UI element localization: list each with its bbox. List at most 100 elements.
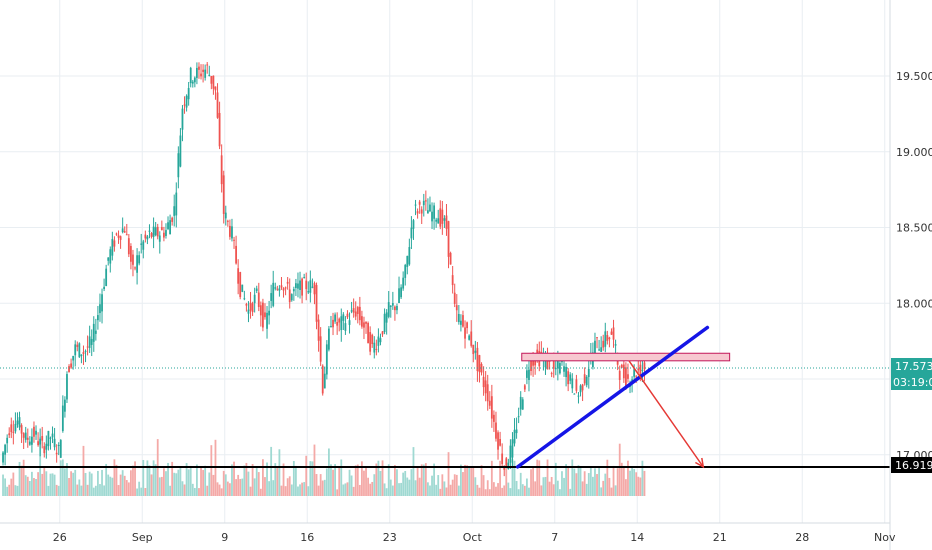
candle-body (600, 347, 603, 352)
volume-bar (280, 485, 283, 496)
candle-body (435, 219, 438, 222)
candle-body (497, 432, 499, 450)
volume-bar (97, 470, 99, 496)
candle-body (414, 204, 417, 206)
candle-body (519, 396, 522, 410)
candle-body (167, 222, 169, 229)
candle-body (614, 344, 617, 346)
candle-body (513, 429, 516, 444)
volume-bar (270, 446, 273, 496)
volume-bar (239, 478, 242, 496)
volume-bar (247, 471, 250, 496)
candle-body (424, 200, 427, 202)
candle-body (115, 233, 118, 235)
candle-body (503, 466, 506, 470)
volume-bar (8, 484, 11, 496)
volume-bar (404, 470, 407, 496)
candle-body (583, 374, 586, 384)
volume-bar (99, 484, 101, 496)
volume-bar (622, 465, 625, 496)
volume-bar (64, 468, 66, 496)
x-tick-label: 21 (713, 531, 727, 544)
volume-bar (594, 468, 596, 496)
candle-body (602, 340, 605, 348)
volume-bar (451, 479, 454, 496)
candle-body (387, 302, 390, 317)
candle-body (173, 206, 176, 216)
volume-bar (598, 466, 600, 496)
volume-bar (460, 464, 462, 496)
candle-body (2, 452, 4, 463)
volume-bar (92, 487, 95, 496)
candle-body (511, 439, 514, 458)
candle-body (239, 272, 242, 298)
candle-body (187, 87, 190, 100)
candle-body (119, 236, 122, 240)
volume-bar (338, 468, 341, 496)
volume-bar (181, 481, 184, 496)
x-tick-label: 26 (53, 531, 67, 544)
candle-body (478, 355, 481, 373)
volume-bar (84, 472, 87, 496)
candle-body (99, 304, 101, 314)
candle-body (8, 433, 11, 436)
drawings[interactable] (0, 325, 890, 469)
volume-bar (517, 489, 520, 496)
volume-bar (354, 465, 357, 496)
volume-bar (286, 478, 289, 496)
volume-bar (111, 477, 114, 496)
x-tick-label: Nov (874, 531, 896, 544)
volume-bar (251, 464, 254, 496)
y-tick-label: 19.500 (896, 70, 932, 83)
candle-body (581, 384, 584, 391)
volume-bar (519, 472, 522, 496)
volume-bar (284, 486, 287, 496)
candle-body (39, 438, 42, 445)
candle-body (121, 228, 124, 233)
volume-bar (249, 486, 252, 496)
volume-bar (154, 464, 157, 496)
volume-bar (334, 464, 336, 496)
candle-body (443, 218, 446, 221)
candle-body (383, 313, 386, 333)
countdown-label: 03:19:07 (893, 376, 932, 389)
candle-body (57, 445, 60, 447)
projection-arrow-line (628, 360, 704, 468)
candle-body (464, 327, 466, 339)
candle-body (229, 225, 231, 237)
candle-body (175, 192, 178, 216)
volume-bar (433, 463, 435, 496)
volume-bar (534, 481, 537, 496)
volume-bar (530, 469, 532, 496)
candle-body (220, 155, 223, 185)
volume-bar (175, 473, 178, 496)
trendline (515, 325, 710, 469)
time-axis[interactable]: 26 Sep 9 16 23 Oct 7 14 21 28 Nov (53, 531, 896, 544)
x-tick-label: 9 (221, 531, 228, 544)
volume-bar (206, 485, 209, 496)
candle-body (363, 322, 365, 328)
candle-body (101, 294, 103, 312)
volume-bar (435, 484, 438, 496)
volume-bar (51, 473, 54, 496)
candle-body (179, 135, 182, 167)
volume-bar (616, 468, 619, 496)
candle-body (160, 227, 163, 230)
candle-body (534, 360, 537, 366)
volume-bar (311, 461, 314, 496)
volume-bar (412, 447, 415, 496)
candle-body (301, 278, 303, 296)
candle-body (429, 204, 431, 212)
candle-body (202, 69, 204, 72)
volume-bar (600, 487, 603, 496)
volume-bar (556, 480, 559, 496)
volume-bar (82, 445, 85, 496)
volume-bar (74, 469, 77, 496)
volume-bar (445, 487, 448, 496)
volume-bar (344, 483, 347, 496)
volume-bar (105, 463, 108, 496)
volume-bar (222, 470, 225, 496)
candle-body (559, 363, 561, 374)
